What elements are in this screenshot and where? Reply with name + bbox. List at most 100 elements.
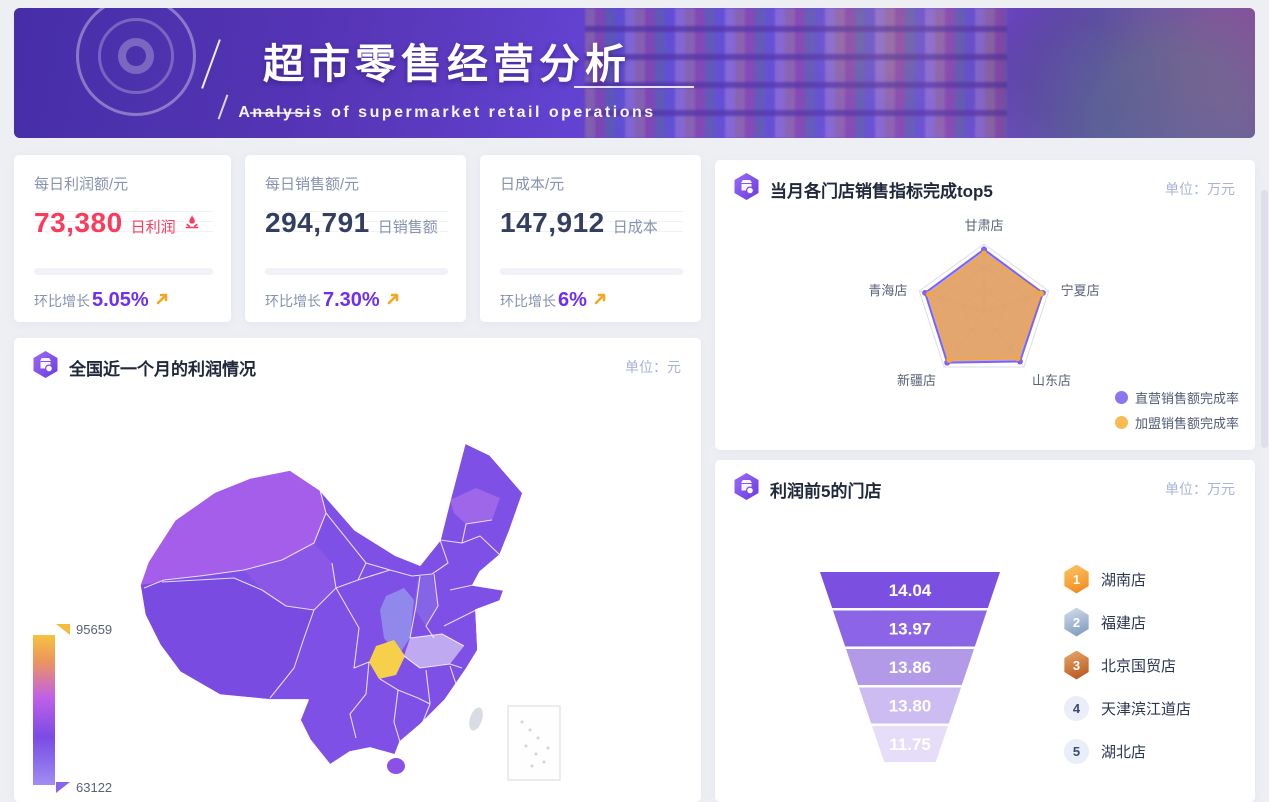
lens-ring-icon: [98, 18, 174, 94]
svg-text:13.97: 13.97: [889, 620, 932, 639]
lens-ring-icon: [76, 8, 196, 116]
kpi-value-label: 日销售额: [377, 219, 438, 236]
rank-row-1[interactable]: 1 湖南店: [1063, 564, 1191, 594]
rank-row-3[interactable]: 3 北京国贸店: [1063, 650, 1191, 680]
visualmap-max-handle[interactable]: [56, 624, 70, 635]
store-name: 福建店: [1101, 614, 1147, 632]
rank-row-5[interactable]: 5 湖北店: [1063, 736, 1191, 766]
map-region-chongqing: [369, 640, 405, 679]
hexagon-store-icon: [32, 350, 59, 384]
growth-value: 5.05%: [92, 289, 149, 311]
panel-china-profit-map: 全国近一个月的利润情况 单位：元: [14, 338, 701, 802]
map-inset-south-china-sea: [507, 705, 561, 781]
page-title: 超市零售经营分析: [263, 41, 631, 87]
kpi-value: 73,380: [34, 207, 123, 238]
bronze-medal-icon: 3: [1064, 650, 1089, 680]
legend-dot: [1114, 416, 1128, 429]
kpi-value: 147,912: [500, 207, 605, 238]
banner: 超市零售经营分析 Analysis of supermarket retail …: [14, 8, 1255, 138]
svg-text:14.04: 14.04: [889, 581, 932, 600]
ruled-lines-decor: [265, 207, 448, 241]
legend-item-direct-sales[interactable]: 直营销售额完成率: [1114, 388, 1239, 407]
panel-radar-sales-completion: 当月各门店销售指标完成top5 单位：万元 甘肃店 宁夏店 山东店 新疆店 青海店 直营…: [715, 160, 1255, 450]
page-subtitle: Analysis of supermarket retail operation…: [238, 104, 656, 121]
kpi-title: 每日利润额/元: [34, 176, 129, 193]
silver-medal-icon: 2: [1064, 607, 1089, 637]
banner-tint-overlay: [14, 8, 1255, 138]
china-choropleth-map[interactable]: [14, 338, 701, 802]
hexagon-store-icon: [733, 172, 760, 206]
funnel-chart[interactable]: 14.04 13.97 13.86 13.80 11.75: [800, 572, 1020, 768]
subtitle-underline: [250, 112, 310, 114]
divider-bar: [34, 268, 213, 275]
svg-text:11.75: 11.75: [889, 735, 931, 754]
map-province-borders: [143, 489, 501, 743]
panel-title: 利润前5的门店: [770, 481, 882, 501]
map-region-hubei: [404, 634, 464, 668]
divider-bar: [500, 268, 683, 275]
kpi-card-daily-profit: 每日利润额/元 73,380 日利润 环比增长 5.05%: [14, 155, 231, 322]
panel-title: 全国近一个月的利润情况: [69, 359, 256, 379]
store-name: 天津滨江道店: [1101, 700, 1192, 718]
panel-top5-profit-stores: 利润前5的门店 单位：万元 14.04 13.97 13.86 13.80 11.75 …: [715, 460, 1255, 802]
visualmap-gradient-bar[interactable]: [33, 635, 55, 785]
map-country-border: [139, 442, 524, 766]
svg-text:13.80: 13.80: [889, 697, 932, 716]
rank-badge: 5: [1064, 738, 1089, 764]
svg-text:甘肃店: 甘肃店: [964, 218, 1003, 233]
map-region-xinjiang: [140, 470, 326, 588]
store-name: 北京国贸店: [1101, 657, 1177, 675]
kpi-value-label: 日成本: [612, 219, 658, 236]
growth-label: 环比增长: [265, 292, 321, 309]
hexagon-store-icon: [733, 472, 760, 506]
store-name: 湖南店: [1101, 571, 1147, 589]
map-region-shanxi: [414, 574, 438, 626]
visualmap-min-handle[interactable]: [56, 782, 70, 793]
map-region-tibet: [140, 578, 314, 698]
svg-text:宁夏店: 宁夏店: [1061, 283, 1100, 298]
map-region-jilin: [450, 488, 500, 524]
kpi-title: 日成本/元: [500, 176, 565, 193]
svg-text:山东店: 山东店: [1032, 373, 1071, 388]
visualmap-max-label: 95659: [76, 622, 113, 637]
flame-icon: [184, 213, 200, 234]
store-rank-list: 1 湖南店 2 福建店 3 北京国贸店 4 天津滨江道店 5 湖北店: [1063, 564, 1191, 779]
panel-unit: 单位：万元: [1165, 481, 1235, 497]
panel-title: 当月各门店销售指标完成top5: [770, 181, 993, 201]
ruled-lines-decor: [500, 207, 683, 241]
svg-text:新疆店: 新疆店: [897, 373, 936, 388]
ruled-lines-decor: [34, 207, 213, 241]
kpi-card-daily-sales: 每日销售额/元 294,791 日销售额 环比增长 7.30%: [245, 155, 466, 322]
growth-label: 环比增长: [34, 292, 90, 309]
visualmap-min-label: 63122: [76, 780, 113, 795]
legend-dot: [1114, 391, 1128, 404]
divider-bar: [265, 268, 448, 275]
growth-value: 6%: [558, 289, 587, 311]
svg-text:13.86: 13.86: [889, 658, 932, 677]
map-region-hainan: [387, 758, 405, 774]
lens-ring-icon: [118, 38, 154, 74]
rank-row-4[interactable]: 4 天津滨江道店: [1063, 693, 1191, 723]
legend-label: 直营销售额完成率: [1134, 391, 1239, 406]
legend-label: 加盟销售额完成率: [1134, 416, 1239, 431]
arrow-up-right-icon: [155, 291, 170, 311]
scrollbar-thumb[interactable]: [1261, 190, 1268, 448]
title-underline: [574, 86, 694, 88]
gold-medal-icon: 1: [1064, 564, 1089, 594]
kpi-value: 294,791: [265, 207, 370, 238]
kpi-value-label: 日利润: [130, 219, 176, 236]
growth-label: 环比增长: [500, 292, 556, 309]
store-name: 湖北店: [1101, 743, 1147, 761]
map-region-shaanxi: [380, 588, 414, 656]
rank-row-2[interactable]: 2 福建店: [1063, 607, 1191, 637]
kpi-title: 每日销售额/元: [265, 176, 360, 193]
legend-item-franchise-sales[interactable]: 加盟销售额完成率: [1114, 413, 1239, 432]
map-region-taiwan: [469, 707, 483, 731]
rank-badge: 4: [1064, 695, 1089, 721]
arrow-up-right-icon: [593, 291, 608, 311]
kpi-card-daily-cost: 日成本/元 147,912 日成本 环比增长 6%: [480, 155, 701, 322]
growth-value: 7.30%: [323, 289, 380, 311]
svg-text:青海店: 青海店: [868, 283, 907, 298]
